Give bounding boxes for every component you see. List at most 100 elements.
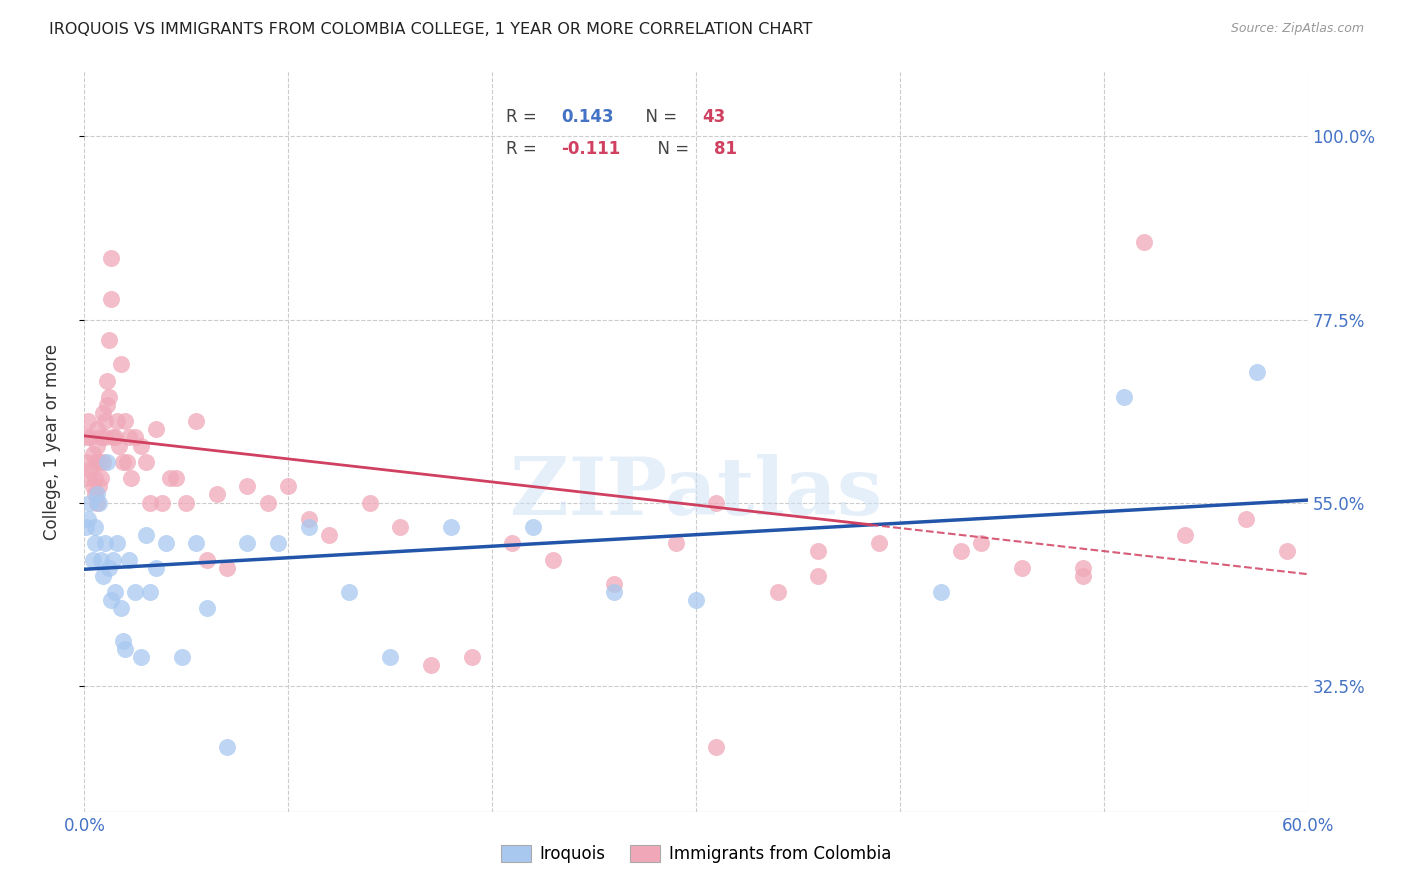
Point [298, 520, 321, 534]
Point [267, 536, 290, 550]
Point [104, 430, 127, 444]
Point [131, 650, 153, 665]
Point [112, 633, 135, 648]
Point [1073, 560, 1095, 574]
Point [77, 414, 100, 428]
Point [869, 536, 891, 550]
Point [131, 439, 153, 453]
Point [950, 544, 973, 558]
Point [195, 552, 218, 566]
Point [77, 471, 100, 485]
Point [87, 479, 110, 493]
Point [205, 487, 228, 501]
Point [124, 430, 146, 444]
Point [1114, 390, 1136, 404]
Point [135, 528, 157, 542]
Point [685, 593, 707, 607]
Point [522, 520, 544, 534]
Point [83, 471, 105, 485]
Point [420, 658, 443, 673]
Point [1133, 235, 1156, 250]
Point [96, 398, 118, 412]
Point [100, 593, 122, 607]
Point [195, 601, 218, 615]
Point [120, 471, 142, 485]
Point [186, 536, 208, 550]
Point [90, 552, 112, 566]
Point [87, 455, 110, 469]
Point [138, 495, 160, 509]
Point [100, 292, 122, 306]
Point [461, 650, 484, 665]
Point [108, 439, 131, 453]
Point [1317, 512, 1340, 526]
Point [75, 430, 97, 444]
Point [603, 585, 626, 599]
Point [77, 512, 100, 526]
Point [706, 739, 728, 754]
Point [115, 455, 138, 469]
Point [165, 471, 187, 485]
Point [766, 585, 789, 599]
Point [970, 536, 993, 550]
Point [1174, 528, 1197, 542]
Point [389, 520, 412, 534]
Point [1236, 512, 1258, 526]
Point [257, 495, 280, 509]
Point [339, 585, 361, 599]
Point [93, 430, 115, 444]
Point [155, 536, 177, 550]
Point [114, 642, 136, 657]
Point [82, 447, 104, 461]
Point [110, 601, 132, 615]
Text: 43: 43 [702, 108, 725, 127]
Point [104, 585, 127, 599]
Point [82, 552, 104, 566]
Point [440, 520, 463, 534]
Point [118, 430, 141, 444]
Point [86, 487, 108, 501]
Point [807, 568, 830, 582]
Point [82, 479, 104, 493]
Point [97, 333, 120, 347]
Point [83, 487, 105, 501]
Text: -0.111: -0.111 [561, 140, 620, 158]
Point [90, 430, 112, 444]
Text: Source: ZipAtlas.com: Source: ZipAtlas.com [1230, 22, 1364, 36]
Point [236, 479, 259, 493]
Point [105, 414, 128, 428]
Point [172, 650, 194, 665]
Point [217, 739, 239, 754]
Point [298, 512, 321, 526]
Point [186, 414, 208, 428]
Point [174, 495, 197, 509]
Point [86, 422, 108, 436]
Text: R =: R = [506, 108, 543, 127]
Point [1277, 544, 1299, 558]
Text: ZIPatlas: ZIPatlas [510, 454, 882, 533]
Text: N =: N = [647, 140, 695, 158]
Y-axis label: College, 1 year or more: College, 1 year or more [42, 343, 60, 540]
Point [603, 577, 626, 591]
Point [97, 390, 120, 404]
Text: R =: R = [506, 140, 543, 158]
Point [83, 520, 105, 534]
Point [929, 585, 952, 599]
Point [93, 536, 115, 550]
Point [91, 455, 114, 469]
Point [96, 455, 118, 469]
Point [1337, 520, 1360, 534]
Point [83, 536, 105, 550]
Point [86, 439, 108, 453]
Point [79, 430, 101, 444]
Point [124, 585, 146, 599]
Point [380, 650, 402, 665]
Point [1073, 568, 1095, 582]
Point [90, 471, 112, 485]
Point [277, 479, 299, 493]
Point [665, 536, 688, 550]
Point [101, 552, 124, 566]
Point [75, 520, 97, 534]
Point [91, 568, 114, 582]
Text: IROQUOIS VS IMMIGRANTS FROM COLOMBIA COLLEGE, 1 YEAR OR MORE CORRELATION CHART: IROQUOIS VS IMMIGRANTS FROM COLOMBIA COL… [49, 22, 813, 37]
